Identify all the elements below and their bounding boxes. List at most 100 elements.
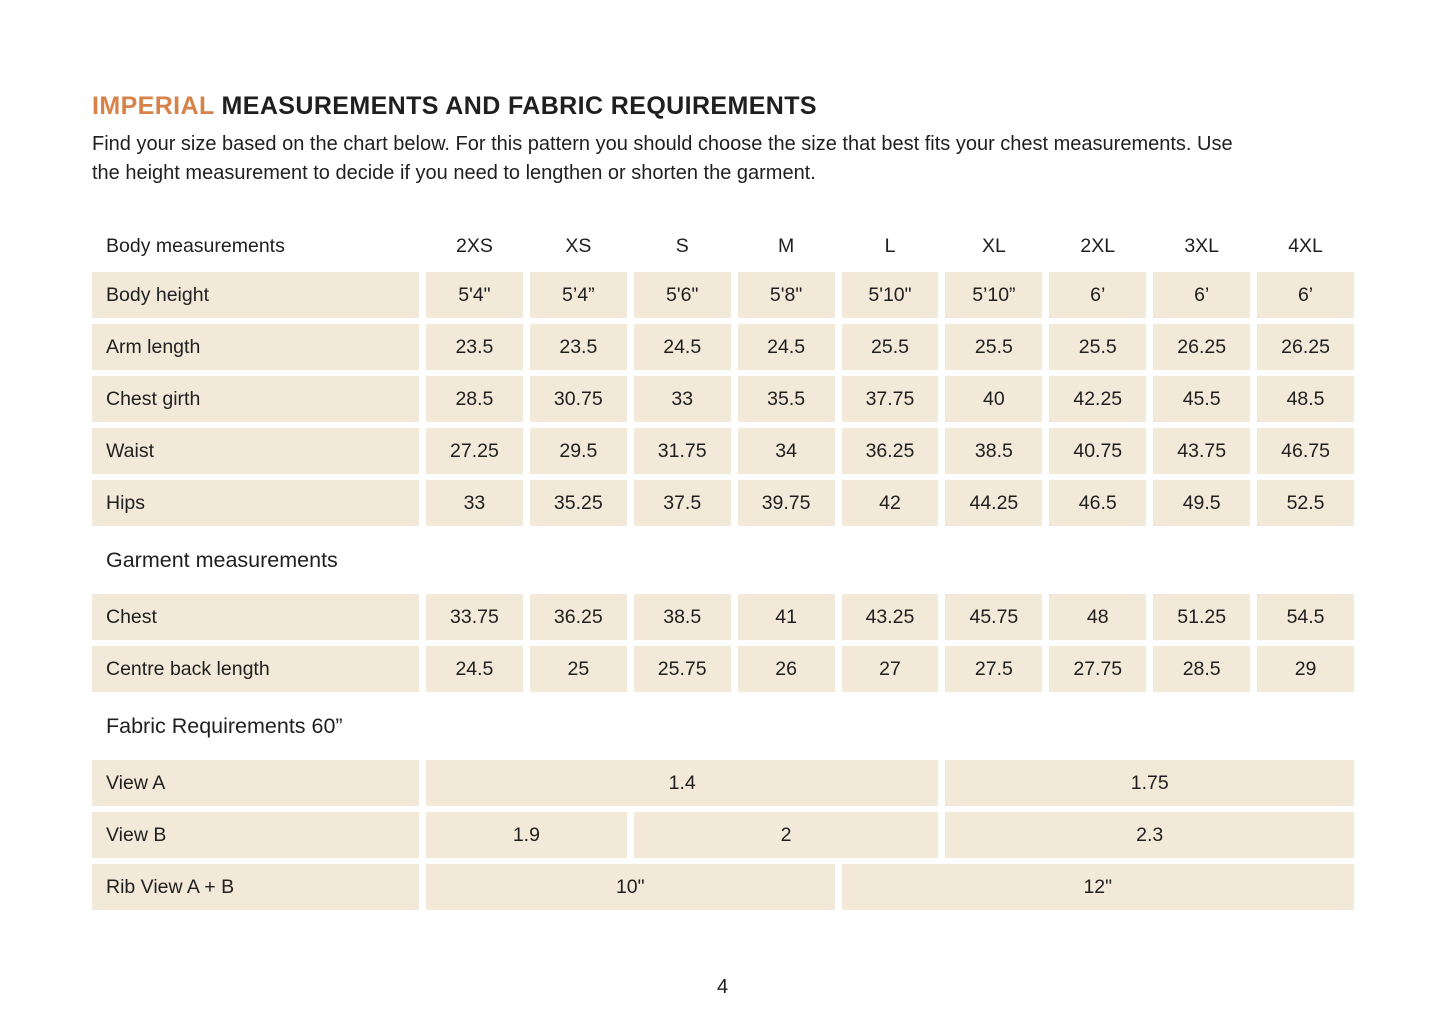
page-title: IMPERIAL MEASUREMENTS AND FABRIC REQUIRE… [92, 92, 1445, 121]
value-cell: 27.75 [1049, 646, 1147, 692]
value-cell: 43.25 [841, 594, 939, 640]
value-cell: 36.25 [841, 428, 939, 474]
value-cell: 45.75 [945, 594, 1043, 640]
value-cell: 42 [841, 480, 939, 526]
value-cell: 29 [1257, 646, 1354, 692]
value-cell: 5’10” [945, 272, 1043, 318]
value-cell: 48 [1049, 594, 1147, 640]
row-label: Chest girth [92, 376, 419, 422]
value-cell: 25.5 [945, 324, 1043, 370]
value-cell: 27.25 [426, 428, 523, 474]
span-cell: 12" [841, 864, 1354, 910]
value-cell: 26.25 [1153, 324, 1251, 370]
value-cell: 5'8" [737, 272, 835, 318]
value-cell: 6’ [1049, 272, 1147, 318]
row-label: View B [92, 812, 419, 858]
row-label: Waist [92, 428, 419, 474]
value-cell: 35.5 [737, 376, 835, 422]
size-column-header: XS [565, 234, 592, 257]
value-cell: 38.5 [633, 594, 731, 640]
row-label: View A [92, 760, 419, 806]
value-cell: 40.75 [1049, 428, 1147, 474]
row-label: Centre back length [92, 646, 419, 692]
row-label: Body height [92, 272, 419, 318]
value-cell: 48.5 [1257, 376, 1354, 422]
row-label: Rib View A + B [92, 864, 419, 910]
row-label: Chest [92, 594, 419, 640]
size-chart-grid: Body measurements 2XS XS S M L XL 2XL 3XL 4XL Body… [92, 226, 1354, 910]
fabric-section-heading: Fabric Requirements 60” [106, 713, 343, 738]
value-cell: 51.25 [1153, 594, 1251, 640]
value-cell: 33.75 [426, 594, 523, 640]
row-label: Arm length [92, 324, 419, 370]
value-cell: 25.5 [841, 324, 939, 370]
value-cell: 44.25 [945, 480, 1043, 526]
value-cell: 5'6" [633, 272, 731, 318]
value-cell: 28.5 [1153, 646, 1251, 692]
span-cell: 1.75 [945, 760, 1354, 806]
page-title-accent: IMPERIAL [92, 92, 215, 120]
value-cell: 23.5 [426, 324, 523, 370]
value-cell: 54.5 [1257, 594, 1354, 640]
span-cell: 10" [426, 864, 835, 910]
intro-paragraph: Find your size based on the chart below.… [92, 133, 1233, 184]
row-label: Hips [92, 480, 419, 526]
value-cell: 36.25 [529, 594, 627, 640]
value-cell: 39.75 [737, 480, 835, 526]
span-cell: 1.9 [426, 812, 627, 858]
value-cell: 52.5 [1257, 480, 1354, 526]
page-title-rest: MEASUREMENTS AND FABRIC REQUIREMENTS [214, 92, 817, 120]
value-cell: 24.5 [737, 324, 835, 370]
value-cell: 37.75 [841, 376, 939, 422]
value-cell: 46.5 [1049, 480, 1147, 526]
value-cell: 46.75 [1257, 428, 1354, 474]
value-cell: 33 [426, 480, 523, 526]
value-cell: 24.5 [633, 324, 731, 370]
value-cell: 29.5 [529, 428, 627, 474]
value-cell: 31.75 [633, 428, 731, 474]
value-cell: 26.25 [1257, 324, 1354, 370]
value-cell: 25.5 [1049, 324, 1147, 370]
span-cell: 1.4 [426, 760, 939, 806]
value-cell: 28.5 [426, 376, 523, 422]
value-cell: 30.75 [529, 376, 627, 422]
span-cell: 2 [633, 812, 939, 858]
size-column-header: 2XS [456, 234, 493, 257]
value-cell: 27.5 [945, 646, 1043, 692]
size-column-header: 4XL [1288, 234, 1323, 257]
size-column-header: L [884, 234, 896, 257]
page-number: 4 [716, 976, 729, 998]
value-cell: 5'4" [426, 272, 523, 318]
size-column-header: M [777, 234, 795, 257]
value-cell: 35.25 [529, 480, 627, 526]
value-cell: 45.5 [1153, 376, 1251, 422]
chart-header-label: Body measurements [106, 234, 285, 257]
value-cell: 41 [737, 594, 835, 640]
value-cell: 6’ [1257, 272, 1354, 318]
garment-section-heading: Garment measurements [106, 547, 338, 572]
value-cell: 38.5 [945, 428, 1043, 474]
value-cell: 6’ [1153, 272, 1251, 318]
page-content: IMPERIAL MEASUREMENTS AND FABRIC REQUIRE… [92, 92, 1445, 910]
value-cell: 43.75 [1153, 428, 1251, 474]
value-cell: 34 [737, 428, 835, 474]
value-cell: 42.25 [1049, 376, 1147, 422]
value-cell: 5'10" [841, 272, 939, 318]
value-cell: 49.5 [1153, 480, 1251, 526]
value-cell: 25 [529, 646, 627, 692]
size-column-header: XL [981, 234, 1006, 257]
value-cell: 27 [841, 646, 939, 692]
value-cell: 37.5 [633, 480, 731, 526]
value-cell: 24.5 [426, 646, 523, 692]
value-cell: 26 [737, 646, 835, 692]
value-cell: 23.5 [529, 324, 627, 370]
value-cell: 40 [945, 376, 1043, 422]
value-cell: 5’4” [529, 272, 627, 318]
size-column-header: S [675, 234, 689, 257]
size-column-header: 2XL [1080, 234, 1116, 257]
value-cell: 25.75 [633, 646, 731, 692]
size-column-header: 3XL [1184, 234, 1220, 257]
value-cell: 33 [633, 376, 731, 422]
span-cell: 2.3 [945, 812, 1354, 858]
